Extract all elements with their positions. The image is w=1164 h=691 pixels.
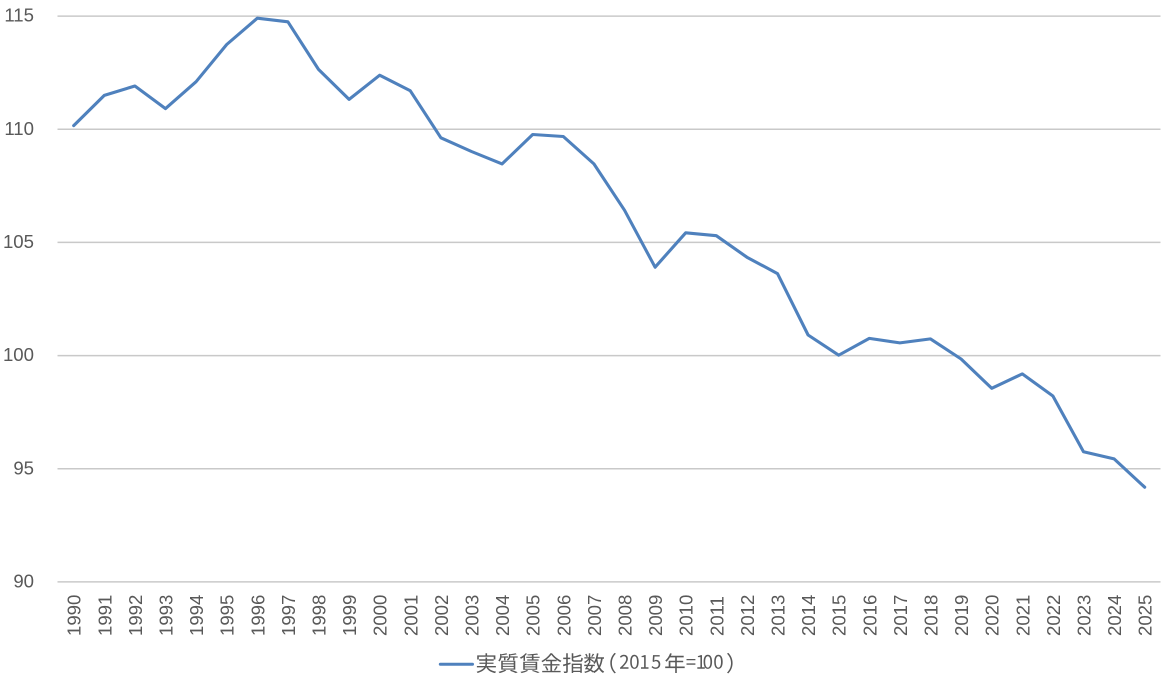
svg-text:2025: 2025 bbox=[1135, 595, 1156, 636]
svg-text:1991: 1991 bbox=[94, 595, 115, 636]
svg-text:1995: 1995 bbox=[217, 595, 238, 636]
svg-text:2020: 2020 bbox=[982, 595, 1003, 636]
svg-text:2009: 2009 bbox=[645, 595, 666, 636]
svg-text:2006: 2006 bbox=[553, 595, 574, 636]
svg-text:95: 95 bbox=[13, 457, 34, 478]
svg-text:1992: 1992 bbox=[125, 595, 146, 636]
svg-text:2005: 2005 bbox=[523, 595, 544, 636]
svg-text:100: 100 bbox=[3, 344, 34, 365]
svg-text:2011: 2011 bbox=[706, 596, 727, 636]
svg-text:2022: 2022 bbox=[1043, 595, 1064, 636]
svg-text:2001: 2001 bbox=[400, 595, 421, 636]
svg-text:2019: 2019 bbox=[951, 595, 972, 636]
svg-text:1999: 1999 bbox=[339, 595, 360, 636]
svg-text:1990: 1990 bbox=[64, 595, 85, 636]
svg-text:2002: 2002 bbox=[431, 595, 452, 636]
svg-text:2013: 2013 bbox=[768, 595, 789, 636]
svg-text:2023: 2023 bbox=[1074, 595, 1095, 636]
svg-text:90: 90 bbox=[13, 571, 34, 592]
svg-text:2016: 2016 bbox=[859, 595, 880, 636]
svg-text:2007: 2007 bbox=[584, 595, 605, 636]
svg-text:2008: 2008 bbox=[615, 595, 636, 636]
svg-text:2003: 2003 bbox=[462, 595, 483, 636]
svg-text:2015: 2015 bbox=[829, 595, 850, 636]
svg-text:2017: 2017 bbox=[890, 595, 911, 636]
svg-text:2010: 2010 bbox=[676, 595, 697, 636]
svg-text:2000: 2000 bbox=[370, 595, 391, 636]
svg-text:105: 105 bbox=[3, 231, 34, 252]
svg-text:1994: 1994 bbox=[186, 595, 207, 636]
svg-text:2018: 2018 bbox=[921, 595, 942, 636]
svg-text:2012: 2012 bbox=[737, 595, 758, 636]
svg-text:110: 110 bbox=[4, 118, 34, 139]
svg-text:2024: 2024 bbox=[1104, 595, 1125, 636]
svg-text:115: 115 bbox=[4, 5, 34, 26]
svg-text:1997: 1997 bbox=[278, 595, 299, 636]
svg-text:1998: 1998 bbox=[309, 595, 330, 636]
svg-text:2021: 2021 bbox=[1012, 595, 1033, 636]
svg-text:1996: 1996 bbox=[247, 595, 268, 636]
svg-text:2004: 2004 bbox=[492, 595, 513, 636]
svg-text:1993: 1993 bbox=[156, 595, 177, 636]
svg-text:2014: 2014 bbox=[798, 595, 819, 636]
